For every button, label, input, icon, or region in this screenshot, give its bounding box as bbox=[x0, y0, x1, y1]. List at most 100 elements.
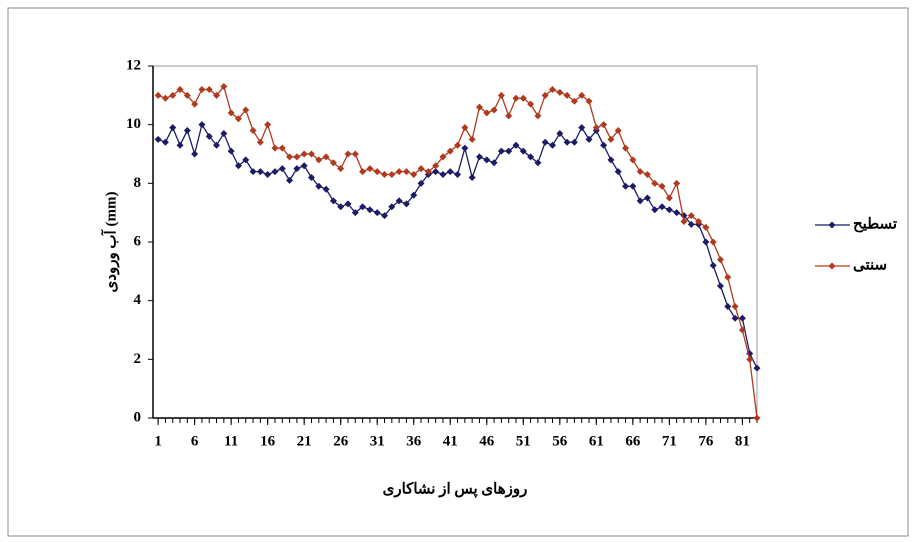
y-tick-label: 12 bbox=[126, 57, 141, 73]
point-marker bbox=[154, 135, 162, 143]
point-marker bbox=[286, 176, 294, 184]
point-marker bbox=[329, 197, 337, 205]
legend-marker bbox=[828, 221, 836, 229]
point-marker bbox=[183, 91, 191, 99]
x-tick-label: 76 bbox=[698, 433, 714, 449]
point-marker bbox=[351, 209, 359, 217]
point-marker bbox=[483, 109, 491, 117]
point-marker bbox=[337, 203, 345, 211]
point-marker bbox=[446, 168, 454, 176]
point-marker bbox=[490, 159, 498, 167]
point-marker bbox=[388, 203, 396, 211]
x-tick-label: 1 bbox=[154, 433, 162, 449]
point-marker bbox=[702, 223, 710, 231]
point-marker bbox=[475, 153, 483, 161]
point-marker bbox=[673, 209, 681, 217]
y-tick-label: 6 bbox=[134, 233, 142, 249]
point-marker bbox=[658, 203, 666, 211]
point-marker bbox=[191, 150, 199, 158]
point-marker bbox=[315, 182, 323, 190]
point-marker bbox=[461, 144, 469, 152]
point-marker bbox=[322, 153, 330, 161]
point-marker bbox=[716, 256, 724, 264]
point-marker bbox=[687, 220, 695, 228]
point-marker bbox=[278, 144, 286, 152]
x-tick-label: 31 bbox=[370, 433, 385, 449]
x-tick-label: 61 bbox=[589, 433, 604, 449]
point-marker bbox=[322, 185, 330, 193]
point-marker bbox=[198, 85, 206, 93]
point-marker bbox=[388, 171, 396, 179]
point-marker bbox=[381, 171, 389, 179]
point-marker bbox=[176, 85, 184, 93]
point-marker bbox=[622, 144, 630, 152]
point-marker bbox=[600, 121, 608, 129]
point-marker bbox=[490, 106, 498, 114]
point-marker bbox=[366, 206, 374, 214]
point-marker bbox=[278, 165, 286, 173]
point-marker bbox=[249, 168, 257, 176]
point-marker bbox=[570, 138, 578, 146]
y-axis-title: آب ورودی (mm) bbox=[100, 192, 119, 293]
x-tick-label: 56 bbox=[552, 433, 568, 449]
point-marker bbox=[373, 209, 381, 217]
point-marker bbox=[205, 132, 213, 140]
x-tick-label: 16 bbox=[260, 433, 276, 449]
point-marker bbox=[534, 112, 542, 120]
point-marker bbox=[468, 173, 476, 181]
point-marker bbox=[541, 138, 549, 146]
x-tick-label: 81 bbox=[735, 433, 750, 449]
point-marker bbox=[161, 138, 169, 146]
x-tick-label: 51 bbox=[516, 433, 531, 449]
y-tick-label: 10 bbox=[126, 116, 141, 132]
point-marker bbox=[213, 141, 221, 149]
point-marker bbox=[512, 94, 520, 102]
point-marker bbox=[709, 261, 717, 269]
point-marker bbox=[256, 168, 264, 176]
point-marker bbox=[351, 150, 359, 158]
point-marker bbox=[439, 153, 447, 161]
point-marker bbox=[519, 147, 527, 155]
point-marker bbox=[738, 326, 746, 334]
y-tick-label: 2 bbox=[134, 351, 142, 367]
point-marker bbox=[424, 168, 432, 176]
point-marker bbox=[563, 91, 571, 99]
point-marker bbox=[234, 162, 242, 170]
y-tick-label: 0 bbox=[134, 409, 142, 425]
point-marker bbox=[556, 129, 564, 137]
point-marker bbox=[395, 197, 403, 205]
x-axis-title: روزهای پس از نشاکاری bbox=[383, 481, 528, 498]
point-marker bbox=[475, 103, 483, 111]
point-marker bbox=[556, 88, 564, 96]
point-marker bbox=[293, 153, 301, 161]
point-marker bbox=[205, 85, 213, 93]
point-marker bbox=[234, 115, 242, 123]
point-marker bbox=[527, 153, 535, 161]
point-marker bbox=[432, 162, 440, 170]
point-marker bbox=[687, 212, 695, 220]
point-marker bbox=[614, 127, 622, 135]
point-marker bbox=[315, 156, 323, 164]
point-marker bbox=[578, 91, 586, 99]
x-tick-label: 66 bbox=[625, 433, 641, 449]
point-marker bbox=[439, 171, 447, 179]
point-marker bbox=[622, 182, 630, 190]
x-tick-label: 36 bbox=[406, 433, 422, 449]
legend-label: تسطیح bbox=[853, 216, 897, 232]
point-marker bbox=[402, 168, 410, 176]
point-marker bbox=[220, 83, 228, 91]
x-tick-label: 71 bbox=[662, 433, 677, 449]
point-marker bbox=[505, 147, 513, 155]
point-marker bbox=[402, 200, 410, 208]
point-marker bbox=[366, 165, 374, 173]
point-marker bbox=[373, 168, 381, 176]
y-tick-label: 4 bbox=[134, 292, 142, 308]
point-marker bbox=[563, 138, 571, 146]
point-marker bbox=[337, 165, 345, 173]
point-marker bbox=[191, 100, 199, 108]
point-marker bbox=[359, 203, 367, 211]
point-marker bbox=[585, 97, 593, 105]
point-marker bbox=[731, 314, 739, 322]
y-tick-label: 8 bbox=[134, 175, 142, 191]
point-marker bbox=[570, 97, 578, 105]
